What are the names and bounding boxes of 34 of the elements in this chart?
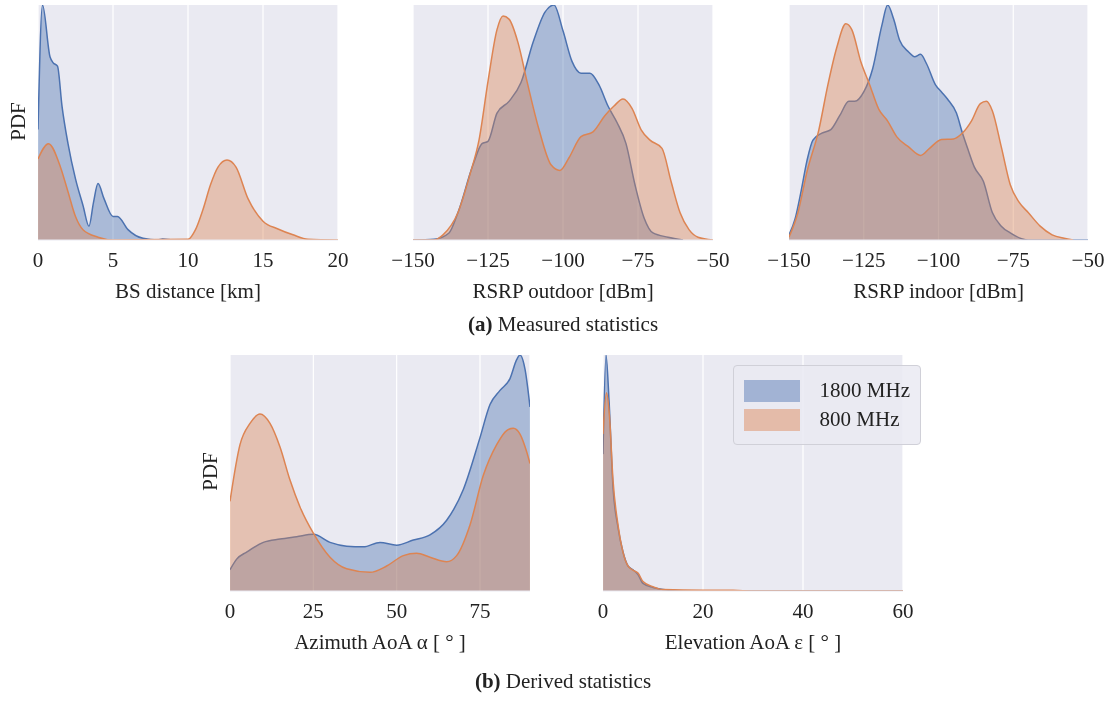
x-tick-label: −125	[466, 247, 510, 272]
x-tick-label: 15	[252, 247, 274, 272]
x-axis-title: RSRP indoor [dBm]	[853, 279, 1024, 303]
x-tick-label: 40	[792, 598, 814, 623]
x-axis-title: Azimuth AoA α [ ° ]	[294, 630, 466, 654]
x-tick-label: 20	[692, 598, 714, 623]
x-tick-label: 60	[892, 598, 914, 623]
legend-label: 800 MHz	[819, 407, 900, 432]
y-axis-title: PDF	[197, 451, 223, 493]
x-tick-label: −50	[696, 247, 730, 272]
x-tick-label: −150	[767, 247, 811, 272]
x-tick-label: 0	[597, 598, 609, 623]
x-tick-label: 0	[224, 598, 236, 623]
x-tick-label: −150	[391, 247, 435, 272]
x-tick-label: −75	[621, 247, 655, 272]
text: (b) Derived statistics	[473, 669, 653, 694]
x-tick-label: −100	[916, 247, 961, 272]
legend-label: 1800 MHz	[819, 378, 910, 403]
x-tick-label: −75	[996, 247, 1030, 272]
x-tick-label: 10	[177, 247, 199, 272]
x-tick-label: −50	[1071, 247, 1105, 272]
x-tick-label: −125	[842, 247, 886, 272]
x-tick-label: 20	[327, 247, 349, 272]
x-tick-label: 0	[32, 247, 44, 272]
x-axis-title: RSRP outdoor [dBm]	[472, 279, 654, 303]
text: (a) Measured statistics	[466, 312, 660, 337]
x-tick-label: 50	[386, 598, 408, 623]
x-tick-label: 75	[469, 598, 491, 623]
x-tick-label: −100	[541, 247, 585, 272]
x-axis-title: Elevation AoA ε [ ° ]	[664, 630, 842, 654]
x-axis-title: BS distance [km]	[115, 279, 261, 303]
x-tick-label: 5	[107, 247, 119, 272]
x-tick-label: 25	[302, 598, 324, 623]
y-axis-title: PDF	[5, 100, 31, 143]
